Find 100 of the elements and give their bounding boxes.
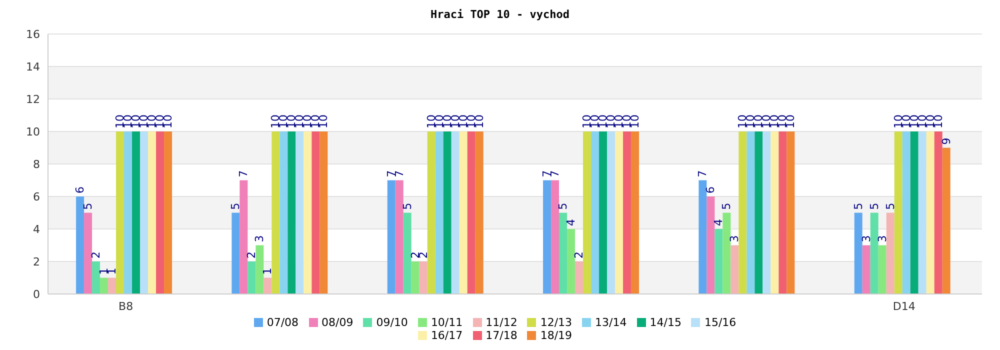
- y-tick-label: 4: [33, 222, 40, 236]
- bar: [148, 132, 156, 294]
- y-tick-label: 8: [33, 158, 40, 171]
- bar: [443, 132, 452, 294]
- bar: [304, 132, 312, 294]
- bar: [296, 132, 304, 294]
- legend-label: 12/13: [540, 316, 572, 329]
- legend-label: 13/14: [595, 316, 627, 329]
- bar: [84, 212, 92, 294]
- bar: [551, 180, 560, 294]
- data-label: 4: [712, 219, 726, 226]
- data-label: 5: [852, 202, 865, 210]
- data-label: 3: [253, 235, 266, 242]
- legend-label: 09/10: [376, 316, 408, 329]
- data-label: 3: [876, 235, 889, 242]
- bar: [272, 132, 280, 294]
- y-tick-label: 6: [33, 190, 40, 204]
- bar: [240, 180, 248, 294]
- legend-label: 17/18: [486, 329, 518, 342]
- bar: [746, 132, 755, 294]
- data-label: 5: [229, 202, 242, 210]
- x-tick-label: D14: [892, 300, 916, 313]
- y-tick-label: 10: [26, 125, 40, 138]
- data-label: 5: [868, 202, 881, 210]
- data-label: 2: [572, 252, 586, 258]
- bar: [878, 245, 886, 294]
- bar: [387, 180, 396, 294]
- bar: [607, 132, 616, 294]
- bar: [942, 148, 950, 294]
- bar: [862, 245, 870, 294]
- x-tick-label: B8: [118, 300, 134, 313]
- data-label: 6: [704, 186, 718, 194]
- bar: [615, 132, 624, 294]
- bar: [770, 132, 779, 294]
- data-label: 9: [940, 138, 953, 145]
- bar: [427, 132, 436, 294]
- bar: [320, 132, 328, 294]
- data-label: 5: [720, 202, 734, 210]
- bar: [411, 262, 420, 294]
- bar: [698, 180, 707, 294]
- bar: [395, 180, 404, 294]
- bar: [902, 132, 910, 294]
- bar: [567, 229, 576, 294]
- bar: [419, 262, 428, 294]
- bar: [894, 132, 902, 294]
- bar: [467, 132, 476, 294]
- bar: [934, 132, 942, 294]
- bar: [451, 132, 460, 294]
- data-label: 5: [82, 202, 95, 210]
- bar: [140, 132, 148, 294]
- bar: [156, 132, 164, 294]
- data-label: 5: [884, 202, 897, 210]
- legend-label: 10/11: [430, 316, 463, 329]
- bar: [631, 132, 640, 294]
- data-label: 2: [90, 252, 103, 258]
- legend-label: 07/08: [266, 316, 299, 329]
- y-tick-label: 12: [26, 92, 40, 106]
- chart-title: Hraci TOP 10 - vychod: [429, 8, 571, 23]
- legend-label: 18/19: [540, 329, 572, 342]
- bar: [762, 132, 771, 294]
- legend-label: 16/17: [430, 329, 463, 342]
- bar: [116, 132, 124, 294]
- data-label: 6: [74, 186, 87, 194]
- bar: [722, 212, 731, 294]
- bar: [870, 212, 878, 294]
- bar: [248, 262, 256, 294]
- y-tick-label: 0: [33, 288, 40, 301]
- bar: [730, 245, 739, 294]
- bar: [623, 132, 632, 294]
- bar: [92, 262, 100, 294]
- bar: [288, 132, 296, 294]
- data-label: 7: [548, 170, 562, 178]
- data-label: 3: [860, 235, 873, 242]
- bar: [559, 212, 568, 294]
- bar: [583, 132, 592, 294]
- bar: [256, 245, 264, 294]
- bar: [886, 212, 894, 294]
- bar: [738, 132, 747, 294]
- legend-label: 14/15: [650, 316, 682, 329]
- bar: [475, 132, 484, 294]
- bar: [435, 132, 444, 294]
- bar: [575, 262, 584, 294]
- data-label: 5: [556, 202, 570, 210]
- bar: [918, 132, 926, 294]
- legend-label: 15/16: [704, 316, 736, 329]
- bar: [312, 132, 320, 294]
- bar: [786, 132, 795, 294]
- data-label: 2: [245, 252, 258, 258]
- bar: [280, 132, 288, 294]
- legend-label: 11/12: [486, 316, 518, 329]
- bar: [76, 196, 84, 294]
- data-label: 5: [400, 202, 414, 210]
- bar: [706, 196, 715, 294]
- bar: [910, 132, 918, 294]
- bar: [232, 212, 240, 294]
- data-label: 1: [261, 268, 274, 275]
- data-label: 7: [696, 170, 710, 178]
- bar: [459, 132, 468, 294]
- y-tick-label: 2: [33, 255, 40, 268]
- bar: [599, 132, 608, 294]
